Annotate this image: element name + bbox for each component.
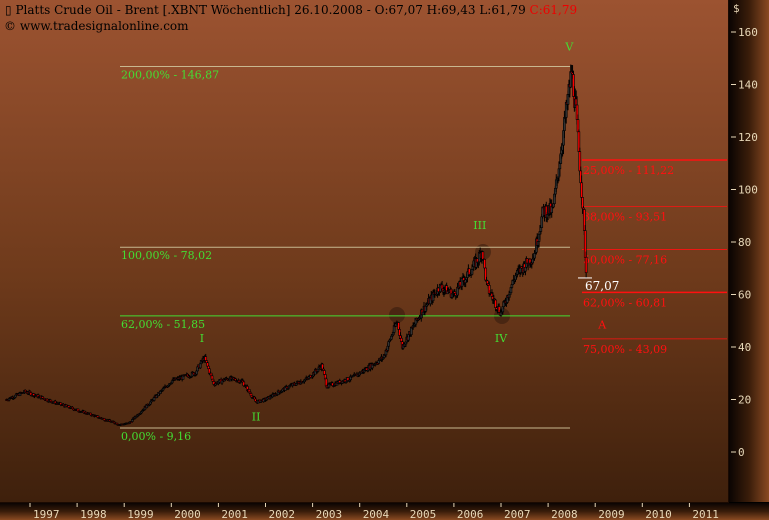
retracement-label: 0,00% - 9,16 xyxy=(121,430,191,443)
y-tick-label: 20 xyxy=(738,394,751,407)
x-tick-label: 2000 xyxy=(174,508,201,520)
candle xyxy=(470,269,474,275)
retracement-label: 200,00% - 146,87 xyxy=(121,68,219,81)
wave-label: II xyxy=(252,411,261,424)
x-tick-label: 1998 xyxy=(80,508,107,520)
wave-label: IV xyxy=(495,332,508,345)
x-tick-label: 2003 xyxy=(316,508,343,520)
x-tick-label: 2006 xyxy=(457,508,484,520)
candle xyxy=(580,182,583,198)
wave-label: III xyxy=(473,219,486,232)
wave-label: V xyxy=(564,40,574,53)
last-price-label: 67,07 xyxy=(585,279,619,293)
wave-label: I xyxy=(200,332,204,345)
x-tick-label: 2008 xyxy=(551,508,578,520)
candle xyxy=(558,163,562,170)
retracement-label: 75,00% - 43,09 xyxy=(583,343,667,356)
price-axis[interactable] xyxy=(729,0,769,502)
x-tick-label: 2002 xyxy=(269,508,296,520)
copyright: © www.tradesignalonline.com xyxy=(4,19,189,33)
candle xyxy=(198,363,202,369)
y-axis-label: $ xyxy=(733,2,740,15)
candle xyxy=(539,227,543,232)
retracement-label: 62,00% - 51,85 xyxy=(121,318,205,331)
close-value: C:61,79 xyxy=(529,3,578,17)
y-tick-label: 100 xyxy=(738,184,758,197)
y-tick-label: 120 xyxy=(738,131,758,144)
candle xyxy=(483,259,486,269)
retracement-label: 25,00% - 111,22 xyxy=(583,164,674,177)
time-axis[interactable] xyxy=(0,503,769,520)
candle xyxy=(531,258,535,264)
pivot-marker xyxy=(389,307,405,323)
x-tick-label: 1997 xyxy=(33,508,60,520)
candle xyxy=(210,375,214,380)
candle xyxy=(533,253,536,259)
x-tick-label: 2005 xyxy=(410,508,437,520)
candle xyxy=(486,280,489,285)
plot-area xyxy=(0,0,729,503)
y-tick-label: 80 xyxy=(738,236,751,249)
wave-label: A xyxy=(597,319,607,332)
retracement-label: 38,00% - 93,51 xyxy=(583,211,667,224)
y-tick-label: 0 xyxy=(738,446,745,459)
y-tick-label: 160 xyxy=(738,26,758,39)
candle xyxy=(584,256,588,273)
x-tick-label: 2010 xyxy=(645,508,672,520)
retracement-label: 62,00% - 60,81 xyxy=(583,296,667,309)
y-tick-label: 140 xyxy=(738,79,758,92)
x-tick-label: 1999 xyxy=(127,508,154,520)
candle xyxy=(195,370,198,375)
x-tick-label: 2009 xyxy=(598,508,625,520)
y-tick-label: 40 xyxy=(738,341,751,354)
x-tick-label: 2011 xyxy=(692,508,719,520)
x-tick-label: 2001 xyxy=(221,508,248,520)
retracement-label: 50,00% - 77,16 xyxy=(583,253,667,266)
candle xyxy=(204,356,208,361)
x-tick-label: 2004 xyxy=(363,508,390,520)
candle xyxy=(152,397,156,401)
x-tick-label: 2007 xyxy=(504,508,531,520)
candle-icon: ▯ xyxy=(5,3,12,17)
retracement-label: 100,00% - 78,02 xyxy=(121,249,212,262)
chart-title: ▯ Platts Crude Oil - Brent [.XBNT Wöchen… xyxy=(5,3,578,17)
candle xyxy=(323,370,326,375)
y-tick-label: 60 xyxy=(738,289,751,302)
